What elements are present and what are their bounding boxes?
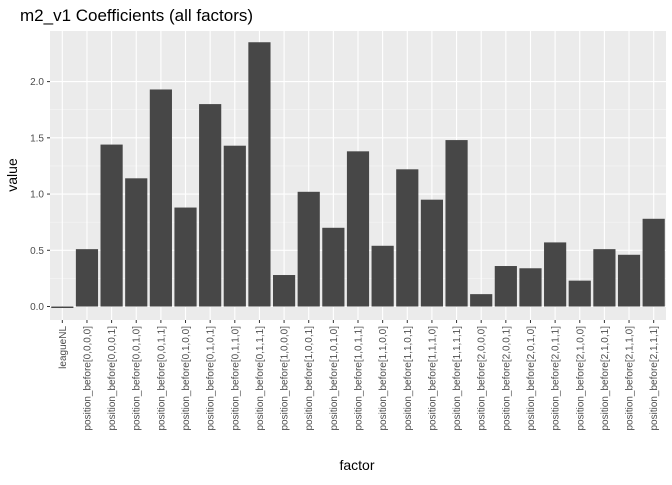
x-tick-label: position_before[0,1,0,0]: [181, 326, 192, 431]
x-tick-label: position_before[0,1,1,0]: [230, 326, 241, 431]
x-tick-label: position_before[0,0,0,1]: [107, 326, 118, 431]
bar: [445, 140, 468, 307]
bar: [125, 178, 148, 307]
bar: [519, 268, 542, 307]
x-tick-label: position_before[2,0,1,0]: [526, 326, 537, 431]
x-tick-label: position_before[2,1,1,1]: [649, 326, 660, 431]
y-tick-label: 2.0: [30, 77, 44, 88]
bar: [420, 199, 444, 307]
bar: [494, 266, 517, 307]
x-tick-label: position_before[0,1,0,1]: [206, 326, 217, 431]
chart-title: m2_v1 Coefficients (all factors): [20, 6, 253, 25]
y-tick-label: 0.0: [30, 302, 44, 313]
x-tick-label: position_before[0,0,1,0]: [132, 326, 143, 431]
bar: [470, 294, 493, 307]
x-tick-label: position_before[1,0,1,0]: [329, 326, 340, 431]
y-tick-label: 1.0: [30, 190, 44, 201]
y-tick-label: 1.5: [30, 133, 44, 144]
bar: [617, 254, 641, 307]
x-tick-label: position_before[1,1,1,0]: [427, 326, 438, 431]
x-tick-label: leagueNL: [58, 326, 69, 369]
bar: [51, 306, 74, 309]
bar: [75, 249, 99, 307]
bar: [396, 169, 419, 307]
bar: [272, 275, 296, 307]
bar: [322, 227, 345, 307]
bar: [248, 42, 271, 307]
x-tick-label: position_before[1,0,1,1]: [354, 326, 365, 431]
bar: [544, 242, 567, 307]
x-axis-label: factor: [339, 457, 374, 473]
axes: 0.0 0.5 1.0 1.5 2.0 leagueNL position_before[0…: [30, 77, 660, 430]
x-tick-label: position_before[1,1,0,0]: [378, 326, 389, 431]
x-tick-label: position_before[0,0,1,1]: [156, 326, 167, 431]
x-tick-label: position_before[2,0,1,1]: [551, 326, 562, 431]
bar: [346, 151, 370, 307]
bar: [297, 191, 320, 307]
bar: [199, 104, 222, 307]
bar: [371, 245, 394, 307]
x-tick-label: position_before[2,0,0,1]: [501, 326, 512, 431]
x-tick-label: position_before[2,1,1,0]: [625, 326, 636, 431]
x-tick-label: position_before[1,0,0,1]: [304, 326, 315, 431]
bar: [174, 207, 197, 307]
x-tick-label: position_before[1,0,0,0]: [280, 326, 291, 431]
bar: [568, 280, 591, 307]
bar: [149, 89, 172, 307]
y-axis-label: value: [4, 158, 20, 192]
x-tick-label: position_before[2,1,0,1]: [600, 326, 611, 431]
y-tick-label: 0.5: [30, 246, 44, 257]
x-tick-label: position_before[1,1,1,1]: [452, 326, 463, 431]
bar: [593, 249, 616, 307]
x-tick-label: position_before[0,1,1,1]: [255, 326, 266, 431]
bar: [100, 144, 123, 307]
x-tick-label: position_before[2,0,0,0]: [477, 326, 488, 431]
x-tick-label: position_before[1,1,0,1]: [403, 326, 414, 431]
x-tick-label: position_before[2,1,0,0]: [575, 326, 586, 431]
bar: [642, 218, 665, 307]
x-tick-label: position_before[0,0,0,0]: [82, 326, 93, 431]
bars: [51, 42, 665, 309]
bar: [223, 145, 246, 307]
